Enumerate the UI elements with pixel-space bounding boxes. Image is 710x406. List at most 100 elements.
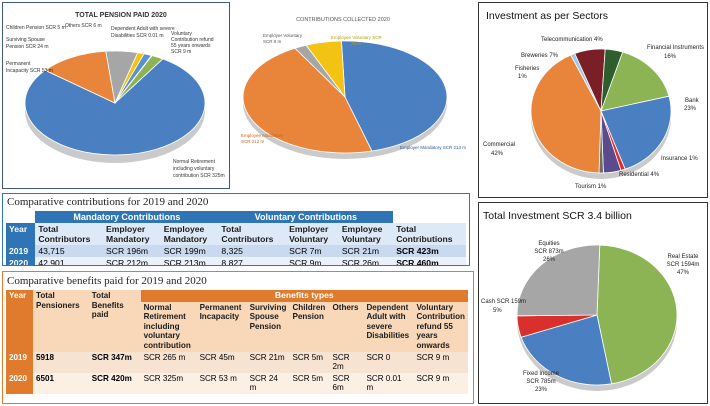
label-equities-3: 26% (543, 257, 556, 263)
table-cell: SCR 0 (363, 351, 414, 373)
label-cash-1: Cash SCR 159m (481, 299, 526, 305)
label-normal-retirement-2: including voluntary (173, 166, 215, 172)
contributions-table: Mandatory Contributions Voluntary Contri… (6, 211, 466, 265)
col-surviving-spouse: Surviving Spouse Pension (246, 301, 290, 352)
sector-pie (530, 48, 672, 179)
col-others: Others (329, 301, 364, 352)
table-cell: SCR 2m (329, 351, 364, 373)
table-cell: SCR 21m (338, 245, 394, 257)
col-year: Year (6, 290, 33, 352)
contributions-table-panel: Comparative contributions for 2019 and 2… (2, 193, 470, 266)
label-children-pension: Children Pension SCR 5 m (6, 25, 66, 31)
col-total-benefits: Total Benefits paid (88, 290, 141, 352)
label-normal-retirement-3: contribution SCR 325m (173, 173, 225, 179)
mandatory-group-header: Mandatory Contributions (35, 211, 219, 223)
col-label: Total (396, 224, 417, 234)
table-cell: SCR 6m (329, 372, 364, 394)
investment-pie-chart: Total Investment SCR 3.4 billion Equitie… (481, 210, 699, 393)
table-cell: SCR 9 m (413, 372, 468, 394)
col-label: Contributors (38, 234, 91, 244)
table-row: 2019 43,715 SCR 196m SCR 199m 8,325 SCR … (6, 245, 466, 257)
investment-chart-title: Total Investment SCR 3.4 billion (483, 210, 632, 222)
sector-pie-chart: Investment as per Sectors Telecommunicat… (483, 10, 704, 190)
col-label: Total (35, 291, 55, 300)
col-permanent-incapacity: Permanent Incapacity (196, 301, 247, 352)
table-cell: SCR 213m (160, 257, 219, 265)
table-cell: SCR 53 m (196, 372, 247, 394)
voluntary-group-header: Voluntary Contributions (218, 211, 394, 223)
col-label: Benefits (91, 300, 124, 310)
contributions-pie (242, 40, 448, 159)
table-cell: 6501 (32, 372, 89, 394)
table-cell: SCR 265 m (140, 351, 197, 373)
table-cell: SCR 21m (246, 351, 290, 373)
col-label: Total (221, 224, 242, 234)
table-cell: SCR 199m (160, 245, 219, 257)
col-year: Year (6, 223, 36, 245)
table-cell: SCR 212m (103, 257, 161, 265)
label-telecommunication: Telecommunication 4% (541, 37, 603, 43)
table-cell: 43,715 (35, 245, 104, 257)
label-surviving-spouse-2: Pension SCR 24 m (6, 44, 49, 50)
label-financial-instruments-1: Financial Instruments (647, 45, 704, 51)
pie-slice-real-estate (596, 244, 678, 385)
benefits-group-header: Benefits types (140, 290, 468, 302)
pie-slice-bank (600, 95, 672, 170)
table-cell: SCR 5m (289, 351, 330, 373)
table-cell: SCR 5m (289, 372, 330, 394)
label-fisheries-1: Fisheries (515, 66, 539, 72)
label-dependent-adult-1: Dependent Adult with severe (111, 26, 175, 32)
investment-chart-panel: Total Investment SCR 3.4 billion Equitie… (478, 202, 708, 404)
pie-slice-equities (516, 244, 601, 317)
col-label: Employer (289, 224, 329, 234)
col-total-pensioners: Total Pensioners (32, 290, 89, 352)
table-cell: SCR 45m (196, 351, 247, 373)
col-label: Total (38, 224, 59, 234)
table-cell: 2020 (6, 372, 33, 394)
table-cell: 2019 (6, 351, 33, 373)
col-voluntary-refund: Voluntary Contribution refund 55 years o… (413, 301, 468, 352)
label-commercial-1: Commercial (483, 142, 515, 148)
table-cell: SCR 24 m (246, 372, 290, 394)
contributions-table-title: Comparative contributions for 2019 and 2… (7, 196, 209, 208)
benefits-table-title: Comparative benefits paid for 2019 and 2… (7, 275, 207, 287)
label-equities-2: SCR 873m (534, 249, 563, 255)
table-cell: 8,325 (218, 245, 287, 257)
table-cell: SCR 460m (393, 257, 466, 265)
label-employer-voluntary-2: SCR 9 m (263, 39, 282, 44)
pie-slice-fixed-income (520, 314, 613, 386)
label-bank-1: Bank (685, 98, 700, 104)
benefits-table-panel: Comparative benefits paid for 2019 and 2… (2, 271, 474, 404)
label-real-estate-3: 47% (677, 270, 690, 276)
col-label: Total (91, 291, 111, 300)
table-cell: 8,827 (218, 257, 287, 265)
benefits-table: Year Total Pensioners Total Benefits paid B… (6, 290, 468, 394)
pie-slice-normal-retirement (24, 58, 206, 156)
col-label: Employer (106, 224, 146, 234)
label-voluntary-refund-4: SCR 9 m (171, 49, 191, 55)
col-label: Mandatory (163, 234, 208, 244)
pie-slice-employee-voluntary (305, 40, 346, 99)
label-residential: Residential 4% (619, 172, 660, 178)
table-row: 2019 5918 SCR 347m SCR 265 m SCR 45m SCR… (6, 351, 468, 373)
label-equities-1: Equities (538, 241, 559, 247)
col-label: Voluntary (289, 234, 329, 244)
label-cash-2: 5% (493, 308, 502, 314)
pie-slice-financial-instruments (600, 51, 670, 112)
col-children-pension: Children Pension (289, 301, 330, 352)
col-label: Employee (341, 224, 383, 234)
pie-slice-telecommunication (600, 48, 624, 112)
label-employer-mandatory: Employer Mandatory SCR 213 m (400, 145, 466, 150)
table-cell: 2020 (6, 257, 36, 265)
label-fixed-income-3: 23% (535, 387, 548, 393)
pension-chart-title: TOTAL PENSION PAID 2020 (75, 12, 167, 19)
label-dependent-adult-2: Disabilities SCR 0.01 m (111, 33, 164, 39)
label-fisheries-2: 1% (518, 74, 527, 80)
pie-slice-commercial (530, 54, 602, 174)
col-total-contributions: Total Contributions (393, 223, 466, 245)
col-label: Employee (163, 224, 205, 234)
label-commercial-2: 42% (491, 151, 504, 157)
label-permanent-incapacity-1: Permanent (6, 61, 31, 67)
label-breweries: Breweries 7% (521, 53, 559, 59)
label-surviving-spouse-1: Surviving Spouse (6, 37, 45, 43)
